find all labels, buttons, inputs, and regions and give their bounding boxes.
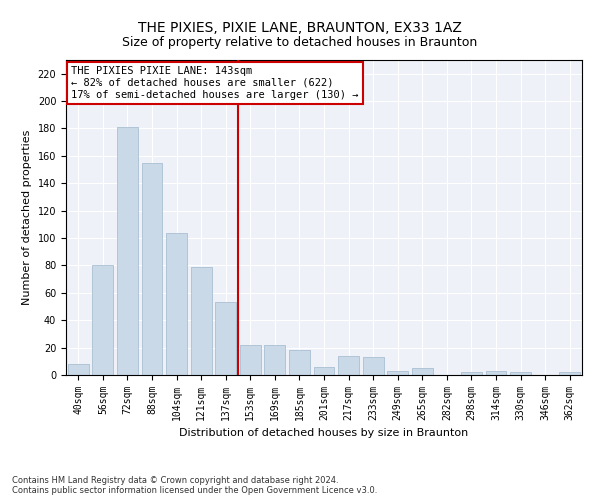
Text: THE PIXIES, PIXIE LANE, BRAUNTON, EX33 1AZ: THE PIXIES, PIXIE LANE, BRAUNTON, EX33 1…: [138, 20, 462, 34]
Bar: [68, 364, 89, 375]
Bar: [559, 372, 580, 375]
Bar: [92, 266, 113, 375]
Bar: [117, 127, 138, 375]
Bar: [510, 372, 531, 375]
Bar: [166, 232, 187, 375]
Bar: [289, 350, 310, 375]
Bar: [412, 368, 433, 375]
Bar: [362, 357, 383, 375]
Bar: [240, 345, 261, 375]
Bar: [142, 162, 163, 375]
Y-axis label: Number of detached properties: Number of detached properties: [22, 130, 32, 305]
Text: Size of property relative to detached houses in Braunton: Size of property relative to detached ho…: [122, 36, 478, 49]
Bar: [314, 367, 334, 375]
Text: THE PIXIES PIXIE LANE: 143sqm
← 82% of detached houses are smaller (622)
17% of : THE PIXIES PIXIE LANE: 143sqm ← 82% of d…: [71, 66, 359, 100]
Bar: [338, 356, 359, 375]
X-axis label: Distribution of detached houses by size in Braunton: Distribution of detached houses by size …: [179, 428, 469, 438]
Text: Contains HM Land Registry data © Crown copyright and database right 2024.
Contai: Contains HM Land Registry data © Crown c…: [12, 476, 377, 495]
Bar: [215, 302, 236, 375]
Bar: [265, 345, 286, 375]
Bar: [387, 371, 408, 375]
Bar: [461, 372, 482, 375]
Bar: [485, 371, 506, 375]
Bar: [191, 267, 212, 375]
